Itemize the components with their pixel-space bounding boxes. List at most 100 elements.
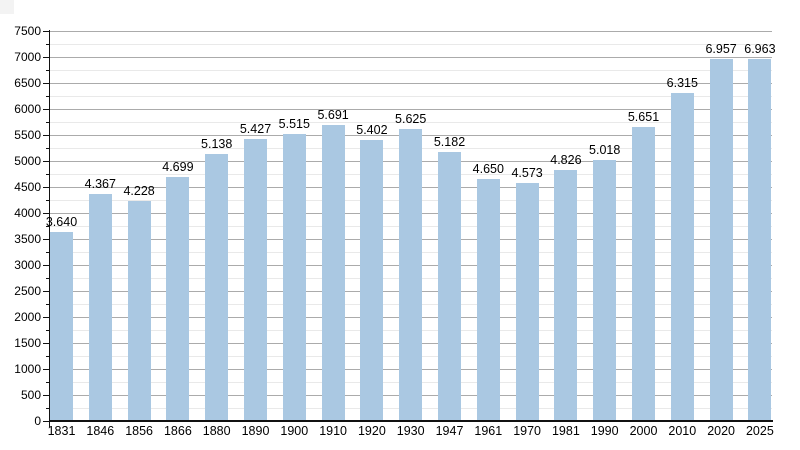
x-tick-label: 2010 (668, 424, 697, 438)
gridline-minor (50, 69, 772, 71)
x-tick-label: 1947 (435, 424, 464, 438)
corner-artifact (0, 0, 14, 14)
y-minor-tick (46, 199, 50, 201)
y-tick-label: 2000 (14, 310, 41, 324)
y-major-tick (43, 108, 50, 110)
y-major-tick (43, 56, 50, 58)
bar-value-label: 5.427 (239, 121, 272, 136)
gridline-major (50, 56, 772, 58)
bar-value-label: 5.018 (589, 143, 621, 158)
y-tick-label: 7000 (14, 50, 41, 64)
bar-value-label: 5.651 (627, 110, 660, 125)
y-tick-label: 5500 (14, 128, 41, 142)
y-tick-label: 1000 (14, 362, 41, 376)
gridline-major (50, 82, 772, 84)
bar-2010 (670, 92, 694, 421)
y-major-tick (43, 342, 50, 344)
y-minor-tick (46, 147, 50, 149)
y-major-tick (43, 264, 50, 266)
bar-value-label: 4.573 (511, 166, 543, 181)
bar-value-label: 4.367 (84, 176, 116, 191)
x-axis (50, 420, 773, 422)
y-tick-label: 3000 (14, 258, 41, 272)
x-tick-label: 1990 (590, 424, 619, 438)
y-minor-tick (46, 121, 50, 123)
x-tick-label: 1930 (396, 424, 425, 438)
bar-value-label: 5.515 (278, 117, 310, 132)
bar-value-label: 3.640 (45, 214, 78, 229)
y-minor-tick (46, 95, 50, 97)
bar-value-label: 4.650 (472, 162, 504, 177)
y-tick-label: 500 (20, 388, 41, 402)
y-major-tick (43, 420, 50, 422)
x-tick-label: 2000 (629, 424, 658, 438)
bar-1910 (321, 125, 345, 421)
bar-1920 (360, 140, 384, 421)
y-tick-label: 2500 (14, 284, 41, 298)
bar-value-label: 4.826 (550, 153, 582, 168)
y-axis (48, 30, 50, 427)
y-minor-tick (46, 225, 50, 227)
gridline-major (50, 108, 772, 110)
y-major-tick (43, 238, 50, 240)
bar-value-label: 4.228 (123, 184, 155, 199)
bar-1930 (399, 128, 423, 421)
bar-1947 (438, 151, 461, 421)
bar-value-label: 4.699 (162, 159, 194, 174)
y-tick-label: 1500 (14, 336, 41, 350)
bar-value-label: 6.957 (705, 42, 737, 57)
y-minor-tick (46, 407, 50, 409)
y-major-tick (43, 186, 50, 188)
x-tick-label: 1866 (163, 424, 192, 438)
bar-1890 (244, 138, 267, 421)
y-tick-label: 0 (34, 414, 41, 428)
y-minor-tick (46, 277, 50, 279)
x-tick-label: 1900 (280, 424, 309, 438)
bar-value-label: 5.625 (395, 111, 427, 126)
y-minor-tick (46, 329, 50, 331)
bar-1981 (554, 170, 578, 421)
x-tick-label: 1880 (202, 424, 231, 438)
y-major-tick (43, 82, 50, 84)
bar-1856 (127, 201, 151, 421)
bar-1831 (50, 231, 73, 421)
bar-value-label: 5.138 (201, 136, 233, 151)
y-major-tick (43, 160, 50, 162)
y-minor-tick (46, 43, 50, 45)
y-major-tick (43, 212, 50, 214)
y-minor-tick (46, 381, 50, 383)
bar-2000 (632, 127, 655, 421)
x-tick-label: 2025 (745, 424, 774, 438)
x-tick-label: 1970 (513, 424, 541, 438)
y-tick-label: 6500 (14, 76, 41, 90)
bar-1990 (593, 160, 617, 421)
y-minor-tick (46, 355, 50, 357)
x-tick-label: 1831 (47, 424, 76, 438)
x-tick-label: 1981 (551, 424, 580, 438)
bar-1961 (476, 179, 500, 421)
y-tick-label: 4500 (14, 180, 41, 194)
x-tick-label: 1920 (357, 424, 386, 438)
y-minor-tick (46, 303, 50, 305)
y-major-tick (43, 394, 50, 396)
bar-1846 (88, 193, 112, 421)
bar-value-label: 5.691 (317, 108, 349, 123)
y-major-tick (43, 316, 50, 318)
bar-1970 (515, 183, 539, 421)
bar-value-label: 5.182 (433, 134, 466, 149)
bar-1900 (282, 134, 306, 421)
x-tick-label: 1846 (86, 424, 115, 438)
x-tick-label: 1910 (319, 424, 347, 438)
y-tick-label: 3500 (14, 232, 41, 246)
y-minor-tick (46, 69, 50, 71)
x-tick-label: 1890 (241, 424, 270, 438)
y-major-tick (43, 134, 50, 136)
y-minor-tick (46, 173, 50, 175)
x-tick-label: 2020 (707, 424, 735, 438)
y-tick-label: 5000 (14, 154, 41, 168)
bar-2025 (748, 58, 772, 421)
bar-2020 (709, 59, 733, 421)
bar-value-label: 6.963 (744, 41, 776, 56)
y-minor-tick (46, 251, 50, 253)
